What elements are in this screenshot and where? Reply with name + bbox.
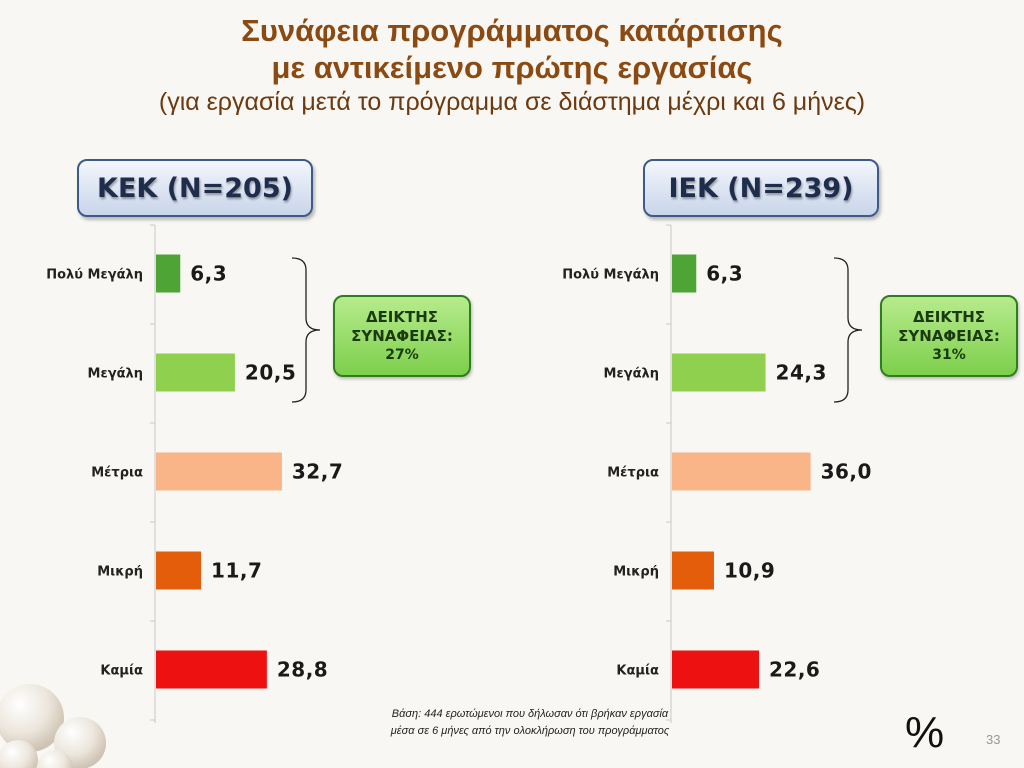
footnote: Βάση: 444 ερωτώμενοι που δήλωσαν ότι βρή…: [320, 706, 740, 740]
iek-category-label: Μεγάλη: [604, 367, 659, 382]
kek-bar: [156, 254, 181, 293]
kek-bar: [156, 551, 202, 590]
footnote-line-2: μέσα σε 6 μήνες από την ολοκλήρωση του π…: [390, 725, 670, 737]
kek-bar-chart: Πολύ Μεγάλη 6,3 Μεγάλη 20,5 Μέτρια 32,7 Μικρή 1…: [46, 224, 343, 723]
kek-value-label: 28,8: [277, 658, 328, 682]
title-subtitle: (για εργασία μετά το πρόγραμμα σε διάστη…: [158, 88, 866, 116]
kek-value-label: 20,5: [245, 361, 296, 385]
unit-percent: %: [905, 708, 945, 757]
kek-category-label: Πολύ Μεγάλη: [46, 268, 143, 283]
iek-bracket: [833, 257, 863, 403]
kek-category-label: Μέτρια: [91, 466, 143, 481]
iek-bar: [672, 650, 760, 689]
kek-category-label: Μεγάλη: [88, 367, 143, 382]
kek-index-line-1: ΔΕΙΚΤΗΣ: [365, 308, 439, 326]
kek-category-label: Καμία: [100, 664, 143, 679]
iek-bar-chart: Πολύ Μεγάλη 6,3 Μεγάλη 24,3 Μέτρια 36,0 Μικρή 1…: [562, 224, 872, 723]
footnote-line-1: Βάση: 444 ερωτώμενοι που δήλωσαν ότι βρή…: [391, 708, 669, 720]
title-line-2: με αντικείμενο πρώτης εργασίας: [271, 50, 753, 85]
title-line-1: Συνάφεια προγράμματος κατάρτισης: [241, 13, 783, 48]
iek-bar: [672, 254, 697, 293]
kek-bar: [156, 452, 282, 491]
kek-value-label: 32,7: [292, 460, 343, 484]
kek-relevance-index: ΔΕΙΚΤΗΣ ΣΥΝΑΦΕΙΑΣ: 27%: [333, 295, 471, 377]
page-number: 33: [986, 732, 1001, 747]
iek-bar: [672, 551, 714, 590]
kek-header: ΚΕΚ (Ν=205): [77, 159, 313, 217]
iek-index-value: 31%: [932, 347, 966, 363]
kek-bar: [156, 353, 235, 392]
kek-bracket: [291, 257, 321, 403]
kek-header-text: ΚΕΚ (Ν=205): [97, 172, 293, 204]
kek-value-label: 6,3: [190, 262, 227, 286]
iek-header-text: ΙΕΚ (Ν=239): [668, 172, 854, 204]
iek-category-label: Καμία: [616, 664, 659, 679]
kek-index-line-2: ΣΥΝΑΦΕΙΑΣ:: [351, 327, 453, 345]
iek-value-label: 36,0: [821, 460, 872, 484]
iek-index-line-2: ΣΥΝΑΦΕΙΑΣ:: [898, 327, 1000, 345]
iek-bar: [672, 353, 766, 392]
iek-value-label: 22,6: [769, 658, 820, 682]
kek-index-value: 27%: [385, 347, 419, 363]
kek-value-label: 11,7: [211, 559, 262, 583]
iek-value-label: 10,9: [724, 559, 775, 583]
iek-value-label: 24,3: [776, 361, 827, 385]
kek-category-label: Μικρή: [97, 565, 143, 580]
iek-header: ΙΕΚ (Ν=239): [643, 159, 879, 217]
iek-relevance-index: ΔΕΙΚΤΗΣ ΣΥΝΑΦΕΙΑΣ: 31%: [880, 295, 1018, 377]
iek-bar: [672, 452, 811, 491]
iek-category-label: Πολύ Μεγάλη: [562, 268, 659, 283]
decorative-pearls: [0, 684, 106, 768]
iek-category-label: Μέτρια: [607, 466, 659, 481]
iek-index-line-1: ΔΕΙΚΤΗΣ: [912, 308, 986, 326]
kek-bar: [156, 650, 267, 689]
iek-category-label: Μικρή: [613, 565, 659, 580]
slide-title: Συνάφεια προγράμματος κατάρτισης με αντι…: [0, 12, 1024, 118]
iek-value-label: 6,3: [706, 262, 743, 286]
